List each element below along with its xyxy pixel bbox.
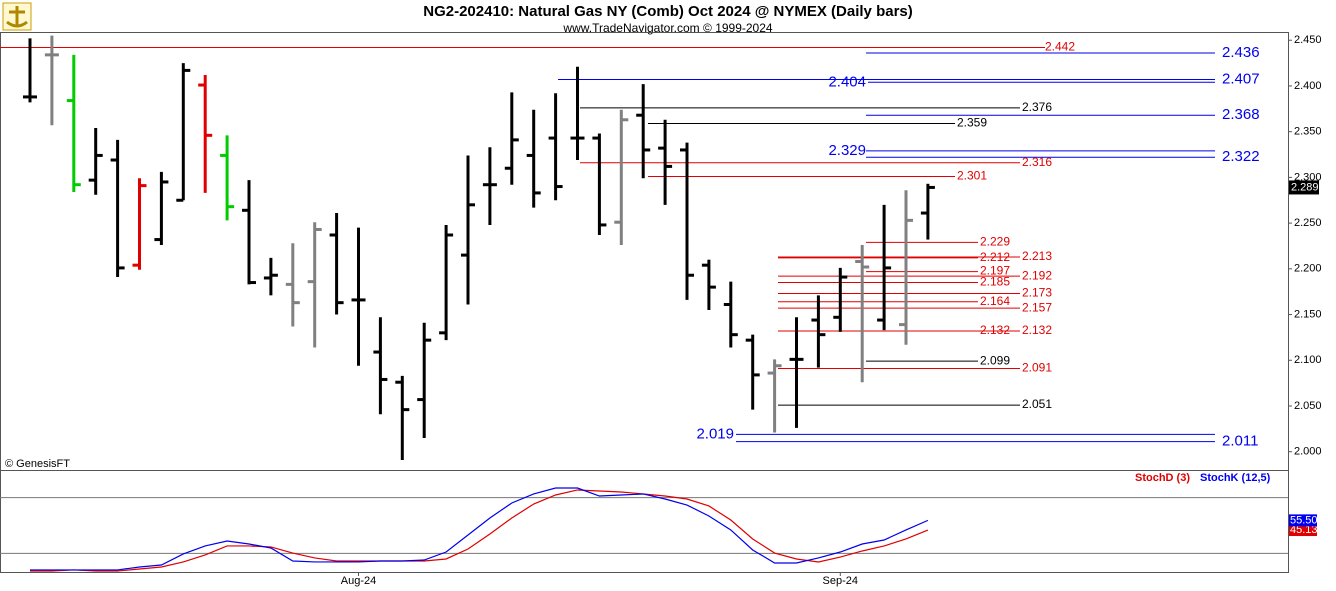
watermark: © GenesisFT: [5, 458, 70, 470]
level-label: 2.368: [1222, 106, 1260, 123]
y-tick-label: 2.050: [1294, 400, 1322, 412]
y-tick-label: 2.200: [1294, 263, 1322, 275]
y-tick-label: 2.000: [1294, 446, 1322, 458]
chart-title: NG2-202410: Natural Gas NY (Comb) Oct 20…: [423, 3, 913, 20]
y-tick-label: 2.300: [1294, 171, 1322, 183]
level-label: 2.197: [980, 264, 1010, 278]
last-price-label: 2.289: [1291, 181, 1319, 193]
value-label-box: [1289, 524, 1317, 537]
stoch-line: [30, 487, 929, 571]
y-tick-label: 2.100: [1294, 354, 1322, 366]
level-label: 2.376: [1022, 100, 1052, 114]
level-label: 2.051: [1022, 397, 1052, 411]
level-label: 2.157: [1022, 300, 1052, 314]
level-label: 2.173: [1022, 286, 1052, 300]
level-label: 2.436: [1222, 44, 1260, 61]
value-label-box: [1289, 514, 1317, 527]
level-label: 2.132: [1022, 323, 1052, 337]
level-label: 2.185: [980, 275, 1010, 289]
legend-entry: StochK (12,5): [1200, 472, 1271, 484]
level-label: 2.164: [980, 294, 1010, 308]
x-tick-label: Sep-24: [823, 575, 858, 587]
level-label: 2.407: [1222, 71, 1260, 88]
level-label: 2.213: [1022, 249, 1052, 263]
level-label: 2.192: [1022, 268, 1052, 282]
logo: [2, 2, 32, 31]
value-label: 55.50: [1290, 514, 1318, 526]
level-label: 2.132: [980, 323, 1010, 337]
level-label: 2.011: [1222, 433, 1258, 450]
y-tick-label: 2.250: [1294, 217, 1322, 229]
last-price-box: [1289, 180, 1319, 195]
level-label: 2.019: [696, 425, 734, 442]
y-tick-label: 2.150: [1294, 308, 1322, 320]
chart-subtitle: www.TradeNavigator.com © 1999-2024: [562, 21, 772, 35]
x-tick-label: Aug-24: [341, 575, 376, 587]
level-label: 2.229: [980, 234, 1010, 248]
plot-frame: [0, 32, 1289, 573]
level-label: 2.404: [828, 73, 866, 90]
stoch-line: [30, 489, 929, 572]
y-tick-label: 2.400: [1294, 80, 1322, 92]
y-tick-label: 2.450: [1294, 34, 1322, 46]
level-label: 2.212: [980, 250, 1010, 264]
level-label: 2.091: [1022, 361, 1052, 375]
level-label: 2.442: [1045, 40, 1075, 54]
y-tick-label: 2.350: [1294, 126, 1322, 138]
level-label: 2.099: [980, 353, 1010, 367]
value-label: 45.13: [1290, 524, 1318, 536]
level-label: 2.322: [1222, 148, 1260, 165]
level-label: 2.301: [957, 169, 987, 183]
level-label: 2.359: [957, 116, 987, 130]
level-label: 2.316: [1022, 155, 1052, 169]
legend-entry: StochD (3): [1135, 472, 1190, 484]
level-label: 2.329: [828, 142, 866, 159]
